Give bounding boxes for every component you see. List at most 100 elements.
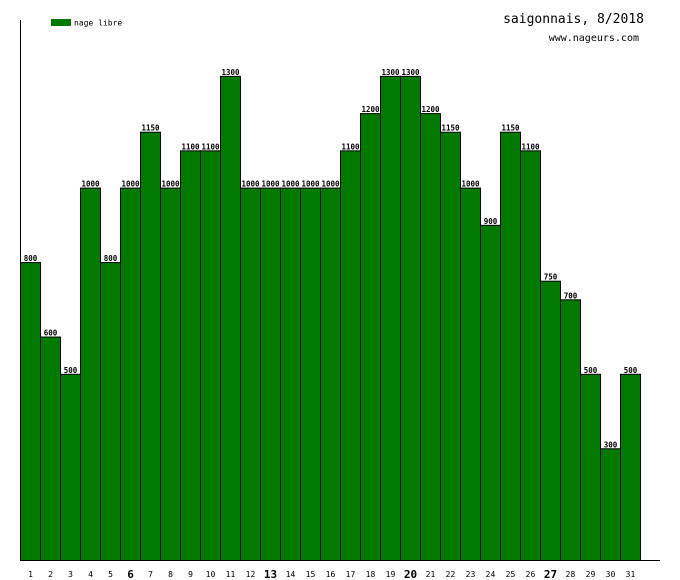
bar-day-5 — [100, 262, 121, 561]
bar-day-11 — [220, 75, 241, 562]
value-label-day-6: 1000 — [121, 180, 140, 189]
bar-day-31 — [620, 373, 641, 561]
x-tick-label-day-21: 21 — [426, 570, 436, 579]
x-tick-label-day-30: 30 — [606, 570, 616, 579]
value-label-day-31: 500 — [624, 366, 638, 375]
bar-day-25 — [500, 131, 521, 561]
value-label-day-14: 1000 — [281, 180, 300, 189]
bar-day-4 — [80, 187, 101, 561]
bar-day-27 — [540, 280, 561, 561]
bar-day-17 — [340, 150, 361, 562]
bar-day-13 — [260, 187, 281, 561]
x-tick-label-day-17: 17 — [346, 570, 356, 579]
bar-day-8 — [160, 187, 181, 561]
value-label-day-1: 800 — [24, 254, 38, 263]
bar-day-20 — [400, 75, 421, 562]
value-label-day-3: 500 — [64, 366, 78, 375]
x-tick-label-day-7: 7 — [148, 570, 153, 579]
value-label-day-25: 1150 — [501, 124, 520, 133]
bar-day-3 — [60, 373, 81, 561]
bar-day-29 — [580, 373, 601, 561]
value-label-day-24: 900 — [484, 217, 498, 226]
bar-day-23 — [460, 187, 481, 561]
x-tick-label-day-29: 29 — [586, 570, 596, 579]
x-tick-labels-layer: 1 2 3 4 5 6 7 8 9 10 11 12 13 14 15 16 17 18 19 20 21 22 23 24 2… — [28, 568, 635, 580]
bar-day-10 — [200, 150, 221, 562]
x-tick-label-day-22: 22 — [446, 570, 456, 579]
value-label-day-7: 1150 — [141, 124, 160, 133]
value-label-day-10: 1100 — [201, 142, 220, 151]
bar-day-28 — [560, 299, 581, 561]
x-tick-label-day-28: 28 — [566, 570, 576, 579]
x-tick-label-day-16: 16 — [326, 570, 336, 579]
x-tick-label-day-31: 31 — [626, 570, 636, 579]
value-label-day-20: 1300 — [401, 68, 420, 77]
x-tick-label-day-2: 2 — [48, 570, 53, 579]
value-label-day-11: 1300 — [221, 68, 240, 77]
value-label-day-9: 1100 — [181, 142, 200, 151]
legend-label: nage libre — [74, 19, 122, 28]
bars-layer — [20, 75, 641, 562]
x-tick-label-day-25: 25 — [506, 570, 516, 579]
value-label-day-12: 1000 — [241, 180, 260, 189]
x-tick-label-day-10: 10 — [206, 570, 216, 579]
bar-day-21 — [420, 113, 441, 561]
bar-day-18 — [360, 113, 381, 561]
x-tick-label-day-13: 13 — [264, 568, 277, 580]
x-tick-label-day-12: 12 — [246, 570, 256, 579]
x-tick-label-day-26: 26 — [526, 570, 536, 579]
x-tick-label-day-5: 5 — [108, 570, 113, 579]
bar-day-9 — [180, 150, 201, 562]
x-tick-label-day-24: 24 — [486, 570, 496, 579]
value-label-day-23: 1000 — [461, 180, 480, 189]
value-label-day-8: 1000 — [161, 180, 180, 189]
bar-day-2 — [40, 336, 61, 561]
value-label-day-13: 1000 — [261, 180, 280, 189]
x-tick-label-day-6: 6 — [127, 568, 134, 580]
x-tick-label-day-14: 14 — [286, 570, 296, 579]
chart-title: saigonnais, 8/2018 — [503, 12, 644, 27]
bar-day-30 — [600, 448, 621, 561]
x-tick-label-day-8: 8 — [168, 570, 173, 579]
value-label-day-15: 1000 — [301, 180, 320, 189]
value-label-day-29: 500 — [584, 366, 598, 375]
x-tick-label-day-3: 3 — [68, 570, 73, 579]
value-label-day-21: 1200 — [421, 105, 440, 114]
bar-day-19 — [380, 75, 401, 562]
value-label-day-5: 800 — [104, 254, 118, 263]
x-tick-label-day-4: 4 — [88, 570, 93, 579]
bar-day-24 — [480, 224, 501, 562]
website-label: www.nageurs.com — [549, 33, 639, 44]
value-label-day-16: 1000 — [321, 180, 340, 189]
x-tick-label-day-18: 18 — [366, 570, 376, 579]
value-label-day-30: 300 — [604, 440, 618, 449]
bar-day-6 — [120, 187, 141, 561]
bar-day-14 — [280, 187, 301, 561]
legend-swatch — [51, 19, 71, 26]
value-label-day-19: 1300 — [381, 68, 400, 77]
x-tick-label-day-23: 23 — [466, 570, 476, 579]
legend: nage libre — [51, 19, 122, 28]
value-label-day-2: 600 — [44, 329, 58, 338]
value-label-day-18: 1200 — [361, 105, 380, 114]
value-label-day-17: 1100 — [341, 142, 360, 151]
x-tick-label-day-27: 27 — [544, 568, 557, 580]
x-tick-label-day-11: 11 — [226, 570, 236, 579]
bar-day-12 — [240, 187, 261, 561]
value-label-day-27: 750 — [544, 273, 558, 282]
x-tick-label-day-15: 15 — [306, 570, 316, 579]
x-tick-label-day-9: 9 — [188, 570, 193, 579]
value-label-day-22: 1150 — [441, 124, 460, 133]
value-label-day-28: 700 — [564, 291, 578, 300]
value-label-day-4: 1000 — [81, 180, 100, 189]
bar-day-22 — [440, 131, 461, 561]
x-tick-label-day-19: 19 — [386, 570, 396, 579]
bar-day-26 — [520, 150, 541, 562]
x-tick-label-day-20: 20 — [404, 568, 417, 580]
bar-day-15 — [300, 187, 321, 561]
bar-day-16 — [320, 187, 341, 561]
bar-day-7 — [140, 131, 161, 561]
bar-day-1 — [20, 262, 41, 561]
